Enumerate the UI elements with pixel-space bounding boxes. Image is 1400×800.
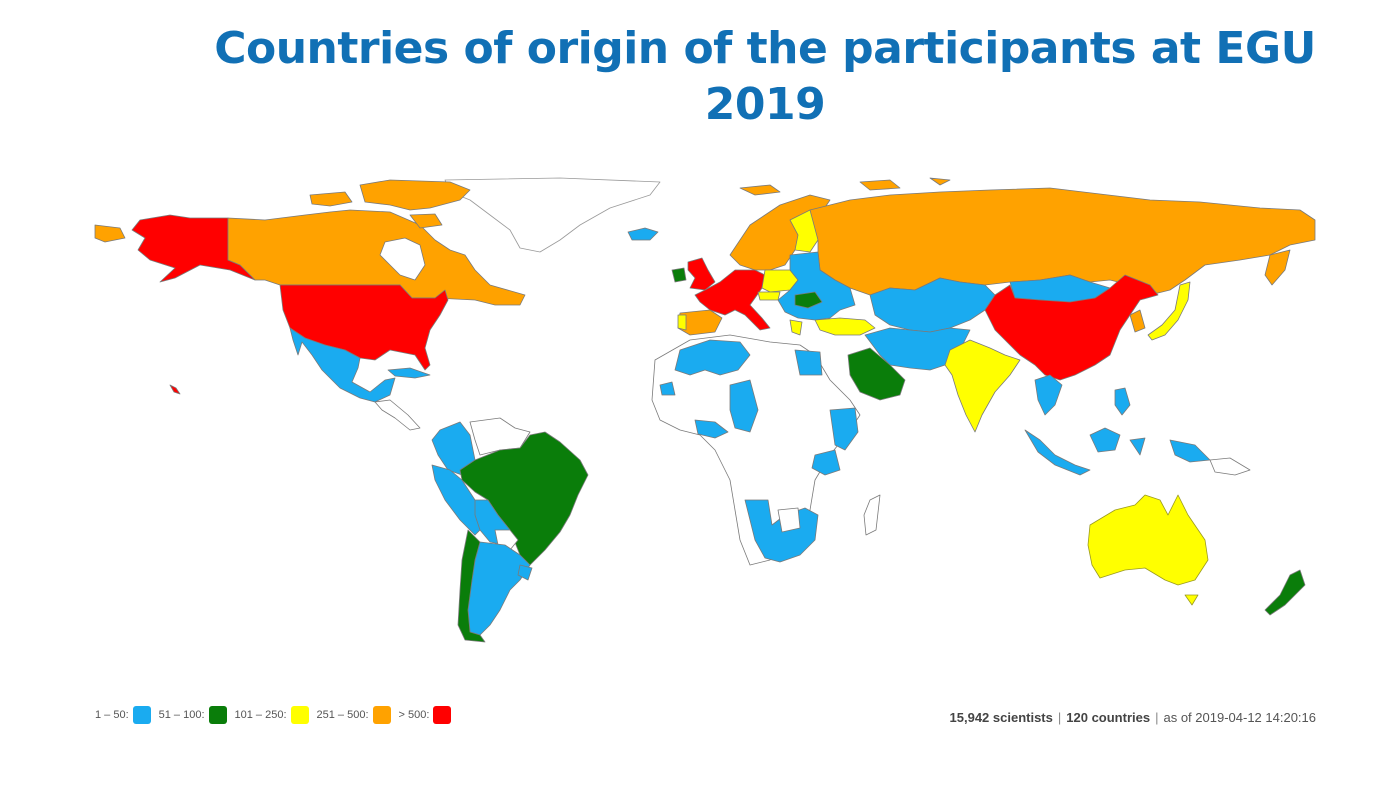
region-africa-base	[651, 334, 861, 566]
region-mexico	[289, 327, 396, 403]
countries-count: 120 countries	[1066, 710, 1151, 725]
region-russia-islands	[739, 177, 951, 196]
region-philippines	[1114, 387, 1131, 416]
title-line-1: Countries of origin of the participants …	[214, 23, 1316, 74]
page-title: Countries of origin of the participants …	[0, 22, 1400, 132]
region-portugal	[677, 314, 687, 331]
region-east-africa	[811, 407, 859, 476]
legend-swatch	[433, 706, 452, 724]
region-czech	[757, 291, 781, 301]
region-papua-new-guinea	[1209, 457, 1251, 476]
region-north-africa	[674, 339, 751, 376]
world-map	[94, 177, 1316, 643]
region-iceland	[627, 227, 659, 241]
region-uruguay	[517, 564, 533, 581]
legend-item: 1 – 50:	[95, 706, 151, 724]
region-korea	[1129, 309, 1146, 333]
region-greece	[789, 319, 803, 336]
region-greenland	[444, 177, 661, 253]
region-southeast-asia	[1034, 374, 1063, 416]
region-romania	[794, 291, 823, 309]
map-legend: 1 – 50: 51 – 100: 101 – 250: 251 – 500: …	[95, 706, 459, 724]
title-line-2: 2019	[704, 79, 826, 130]
legend-label: > 500:	[398, 709, 430, 721]
legend-swatch	[208, 706, 227, 724]
region-australia	[1087, 494, 1209, 586]
region-brazil	[459, 431, 589, 566]
region-hudson-bay	[379, 237, 426, 281]
legend-label: 1 – 50:	[95, 709, 129, 721]
region-china	[984, 274, 1159, 381]
region-alaska	[131, 214, 256, 283]
legend-swatch	[132, 706, 151, 724]
legend-item: 101 – 250:	[235, 706, 309, 724]
legend-item: 251 – 500:	[317, 706, 391, 724]
legend-label: 51 – 100:	[158, 709, 205, 721]
region-canada	[227, 209, 526, 306]
region-india	[944, 339, 1021, 433]
legend-label: 101 – 250:	[234, 709, 287, 721]
region-central-america	[374, 399, 421, 431]
as-of-timestamp: as of 2019-04-12 14:20:16	[1163, 710, 1316, 725]
separator: |	[1155, 710, 1159, 725]
legend-swatch	[372, 706, 391, 724]
region-new-zealand	[1264, 569, 1306, 616]
region-madagascar	[863, 494, 881, 536]
region-western-europe-core	[694, 269, 771, 331]
region-caribbean	[387, 367, 431, 379]
legend-item: 51 – 100:	[159, 706, 227, 724]
separator: |	[1057, 710, 1062, 725]
region-chile	[457, 529, 486, 643]
region-canada-islands	[309, 179, 471, 229]
region-usa	[279, 284, 449, 371]
region-saudi-arabia	[847, 347, 906, 401]
legend-label: 251 – 500:	[316, 709, 369, 721]
legend-item: > 500:	[399, 706, 452, 724]
region-hawaii	[169, 384, 181, 395]
region-japan	[1147, 281, 1191, 341]
region-indonesia	[1024, 427, 1211, 476]
region-argentina	[467, 541, 531, 636]
legend-swatch	[290, 706, 309, 724]
scientists-count: 15,942 scientists	[949, 710, 1053, 725]
region-tasmania	[1184, 594, 1199, 606]
region-west-africa	[659, 379, 759, 439]
region-uk	[687, 257, 716, 291]
region-chukotka	[94, 224, 126, 243]
region-kamchatka	[1264, 249, 1291, 286]
summary-stats: 15,942 scientists | 120 countries | as of 20…	[950, 710, 1316, 725]
region-turkey	[814, 317, 876, 336]
region-ireland	[671, 267, 687, 283]
region-egypt	[794, 349, 823, 376]
region-botswana	[777, 507, 801, 533]
